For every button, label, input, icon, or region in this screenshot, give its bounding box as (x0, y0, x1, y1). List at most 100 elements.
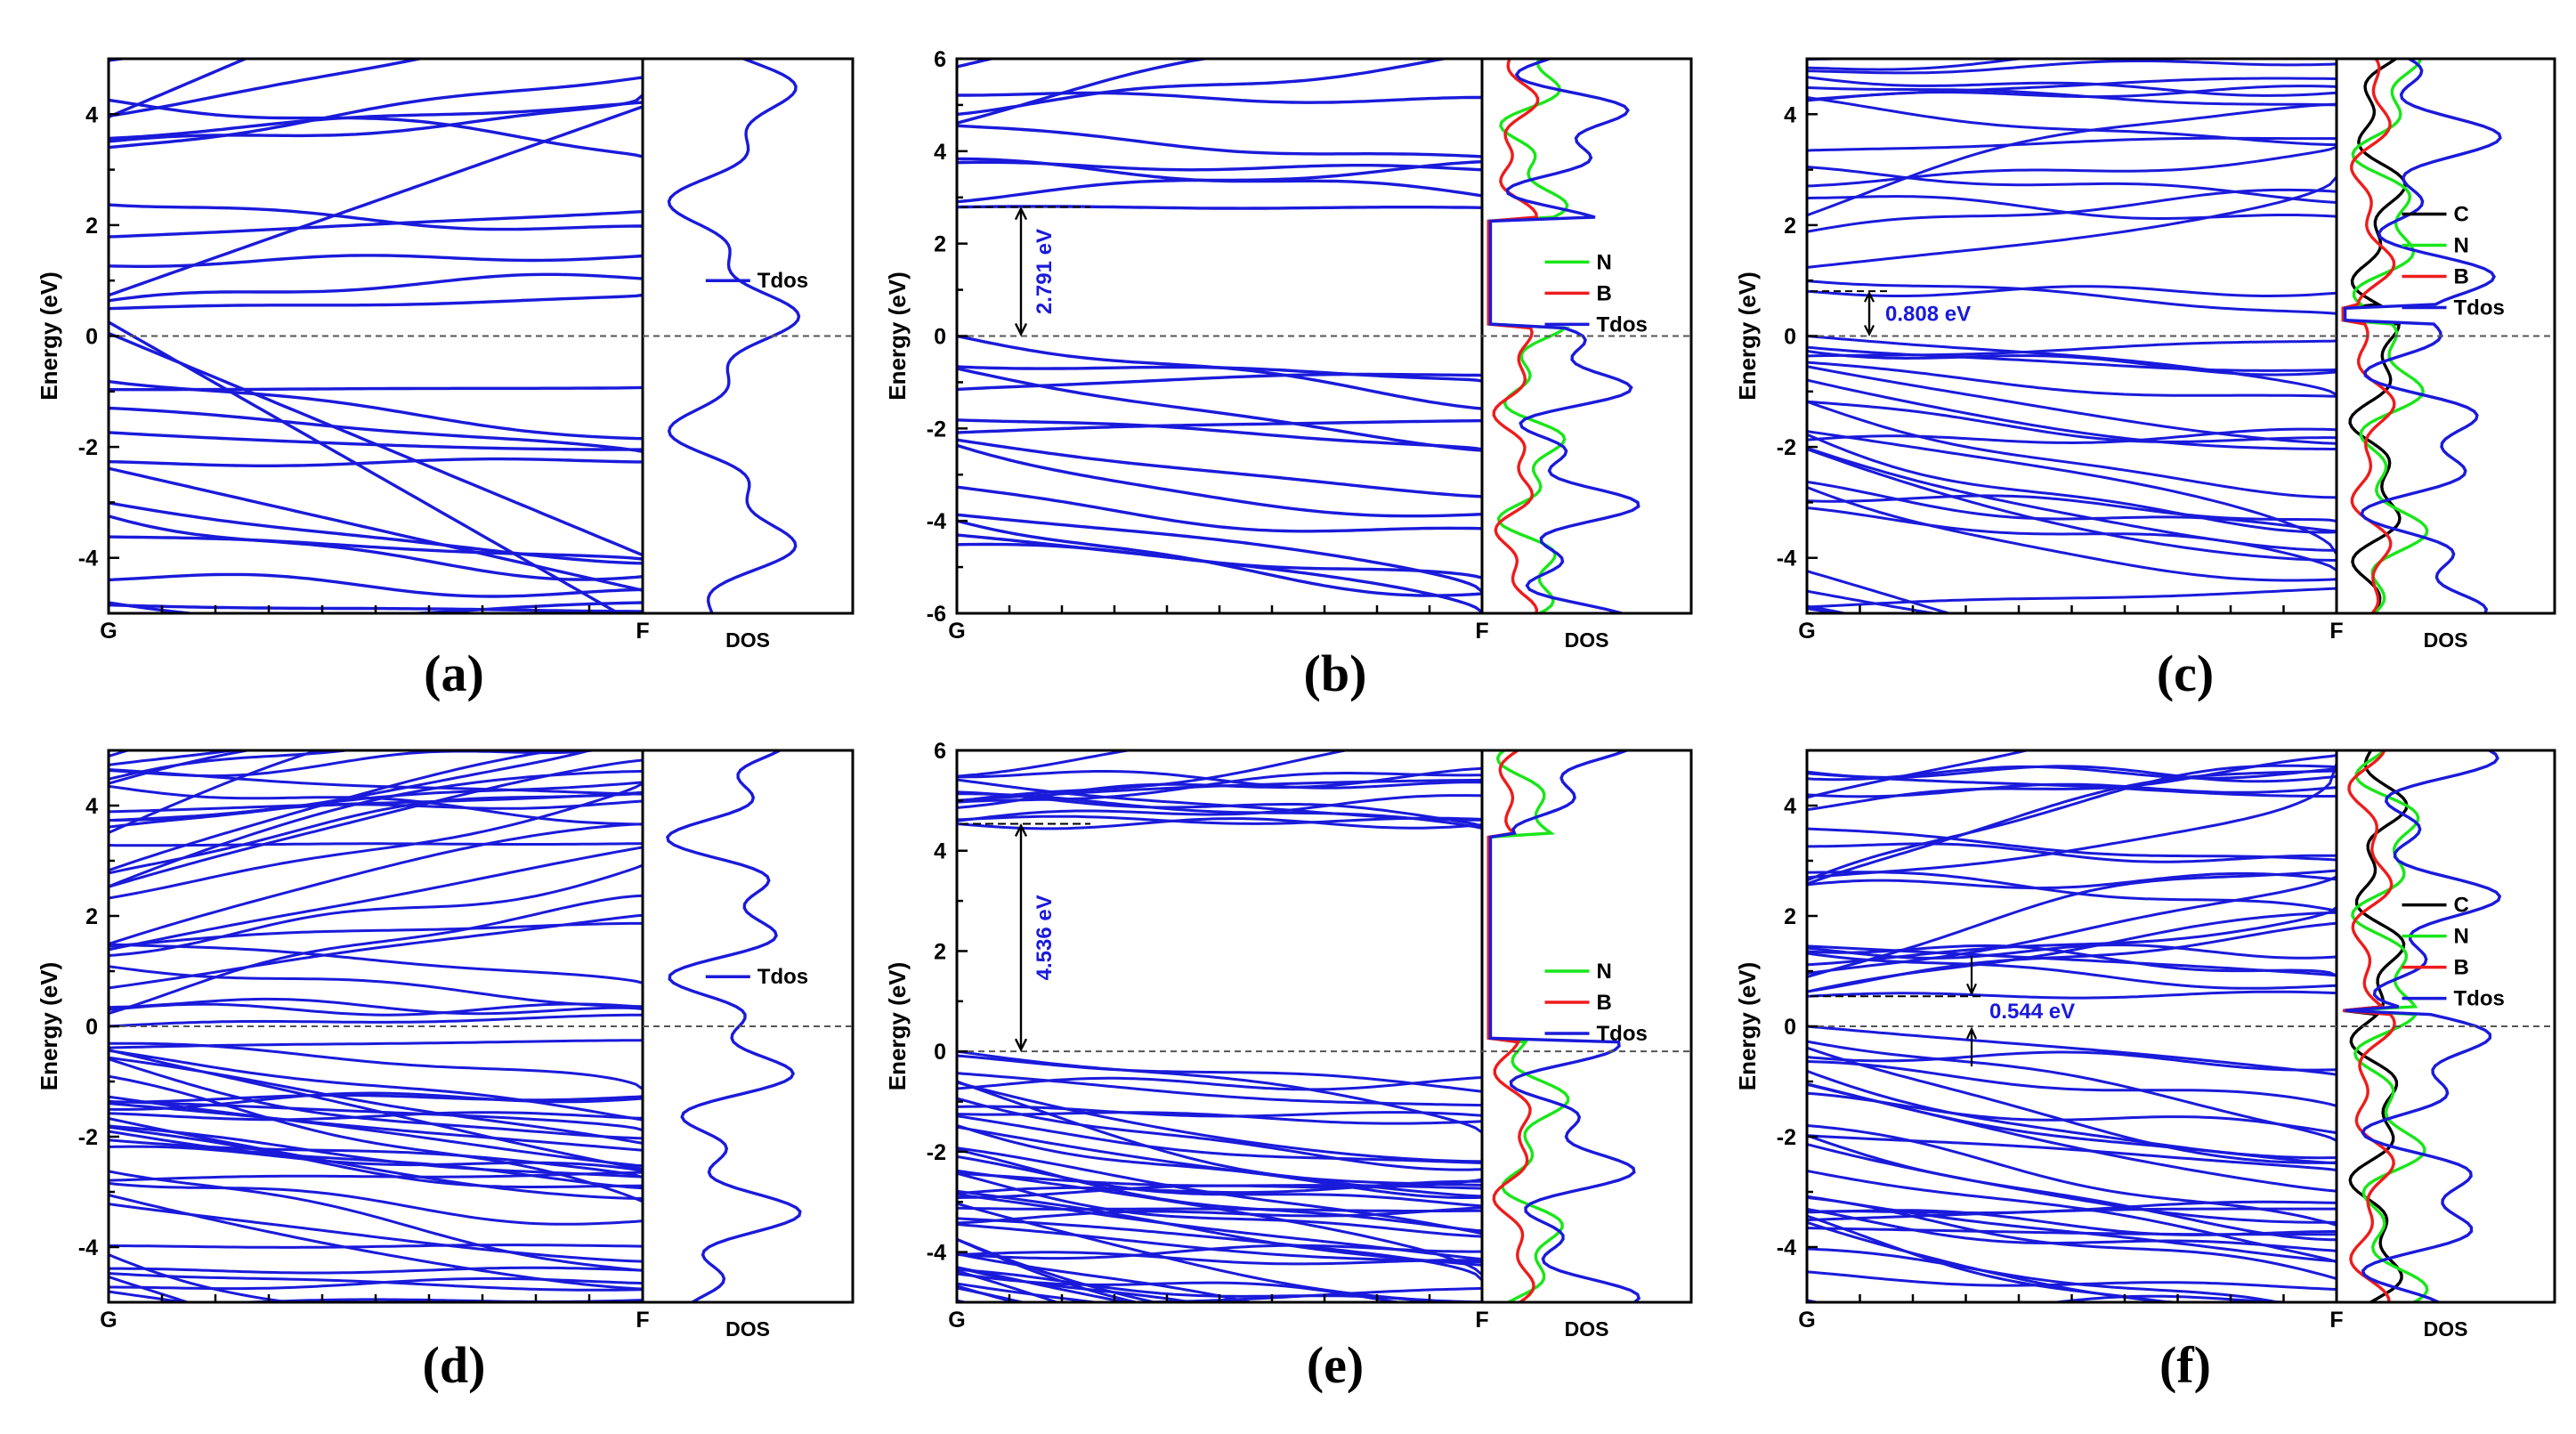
valence-band-line (1807, 433, 2337, 534)
gap-arrowhead-up (1965, 1026, 1978, 1040)
dos-curve-tdos (2345, 750, 2502, 1302)
dos-axis-label: DOS (725, 628, 770, 652)
conduction-band-line (1807, 188, 2337, 233)
conduction-band-line (957, 59, 998, 69)
valence-band-line (109, 1306, 643, 1340)
valence-band-line (957, 1054, 1483, 1093)
conduction-band-line (957, 205, 1483, 210)
conduction-band-line (957, 157, 1483, 198)
y-tick-label: -2 (1777, 1125, 1796, 1150)
valence-band-line (109, 457, 643, 467)
gap-arrowhead-up (1014, 206, 1028, 221)
valence-band-line (957, 1222, 1483, 1264)
valence-band-line (957, 1269, 1062, 1302)
dos-curve-tdos (1488, 750, 1641, 1302)
valence-band-line (109, 514, 644, 581)
y-axis-label: Energy (eV) (884, 962, 911, 1091)
y-axis-label: Energy (eV) (1734, 271, 1761, 401)
kpoint-label-f: F (1475, 1308, 1488, 1333)
valence-band-line (1807, 1247, 2286, 1302)
gap-arrowhead-down (1864, 325, 1875, 336)
conduction-band-line (1807, 944, 2337, 960)
valence-band-line (109, 1095, 644, 1168)
y-tick-label: 2 (1784, 904, 1796, 929)
valence-band-line (1807, 400, 2337, 499)
legend-label: Tdos (1597, 312, 1648, 336)
gap-arrowhead-down (1014, 322, 1028, 337)
valence-band-line (957, 443, 1483, 518)
valence-band-line (109, 1253, 299, 1302)
valence-band-line (109, 1039, 643, 1049)
gap-value-label: 0.808 eV (1885, 302, 1971, 326)
valence-band-line (1807, 430, 2338, 555)
legend-entry: N (1544, 250, 1612, 274)
conduction-band-line (109, 846, 644, 952)
conduction-band-line (1807, 145, 2337, 188)
conduction-band-line (109, 59, 134, 62)
y-tick-label: 2 (1784, 214, 1796, 239)
valence-band-line (1807, 587, 2337, 609)
valence-band-line (109, 1290, 193, 1302)
band-lines (109, 59, 644, 613)
valence-band-line (957, 1114, 1483, 1164)
valence-band-line (957, 334, 1483, 410)
valence-band-line (109, 1111, 644, 1122)
valence-band-line (957, 1097, 1483, 1171)
conduction-band-line (1807, 765, 2337, 782)
conduction-band-line (1807, 869, 2337, 978)
valence-band-line (1807, 1050, 2337, 1072)
y-tick-label: 4 (1784, 102, 1796, 127)
conduction-band-line (957, 794, 1483, 822)
dos-axis-label: DOS (2424, 628, 2468, 652)
valence-band-line (1807, 1169, 2337, 1263)
legend-label: B (1597, 281, 1612, 305)
y-tick-label: 0 (934, 325, 946, 350)
legend-label: Tdos (2454, 296, 2505, 320)
conduction-band-line (957, 750, 1353, 803)
y-tick-label: 2 (934, 939, 946, 964)
legend-label: N (2454, 233, 2469, 257)
y-tick-label: 2 (85, 214, 98, 239)
y-tick-label: 0 (85, 1015, 98, 1040)
panel-label: (c) (2157, 644, 2214, 702)
conduction-band-line (109, 272, 644, 303)
kpoint-label-g: G (1798, 1308, 1815, 1333)
y-tick-label: -4 (78, 1236, 98, 1260)
y-tick-label: -2 (78, 435, 98, 460)
valence-band-line (109, 406, 644, 453)
dos-curve-n (1487, 750, 1570, 1302)
valence-band-line (1807, 448, 2337, 562)
valence-band-line (1807, 1025, 2337, 1076)
conduction-band-line (109, 863, 644, 957)
conduction-band-line (1807, 166, 2337, 204)
y-tick-label: 2 (934, 232, 946, 257)
legend-label: B (2454, 956, 2469, 980)
conduction-band-line (1807, 285, 2337, 297)
conduction-band-line (109, 750, 133, 758)
valence-band-line (1807, 1143, 2337, 1224)
gap-arrowhead-down (1014, 1038, 1028, 1052)
valence-band-line (109, 466, 644, 592)
conduction-band-line (1807, 280, 2337, 315)
conduction-band-line (109, 59, 249, 118)
panel-b: -6 -4 -2 0 2 4 6 Energy (eV) G F DOS NB Tdos 2.791 eV… (884, 47, 1693, 702)
dos-curve-b (1486, 59, 1540, 613)
conduction-band-line (957, 124, 1483, 158)
conduction-band-line (1807, 764, 2337, 882)
valence-band-line (1807, 589, 1942, 613)
valence-band-line (1807, 1091, 2337, 1135)
valence-band-line (1807, 361, 2337, 398)
conduction-band-line (109, 750, 243, 766)
valence-band-line (109, 1057, 644, 1140)
legend-label: N (1597, 960, 1612, 984)
legend-entry: Tdos (1544, 312, 1648, 336)
valence-band-line (1807, 1227, 2337, 1236)
legend-label: Tdos (1597, 1022, 1648, 1046)
valence-band-line (957, 1238, 1143, 1302)
valence-band-line (1807, 1207, 2337, 1252)
valence-band-line (957, 1049, 1483, 1134)
legend-label: N (1597, 250, 1612, 274)
valence-band-line (957, 1282, 1106, 1302)
conduction-band-line (1807, 85, 2337, 107)
legend-label: Tdos (757, 269, 808, 293)
